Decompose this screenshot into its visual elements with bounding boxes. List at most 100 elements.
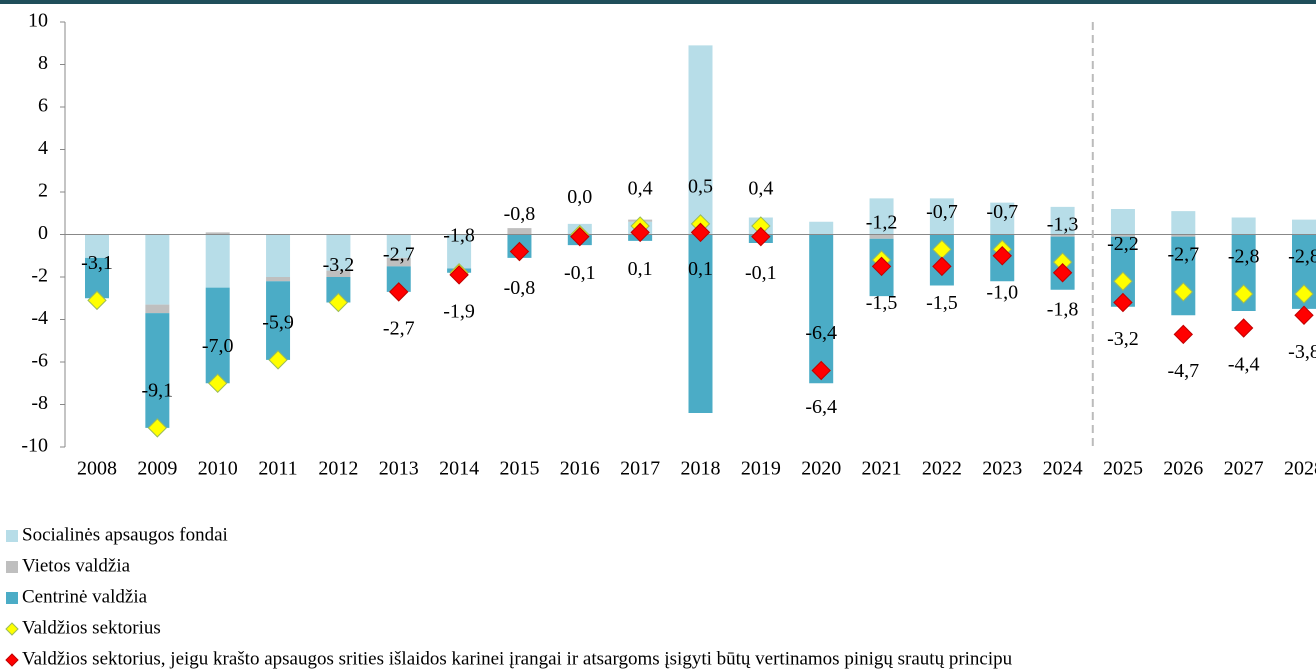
bar-segment bbox=[869, 234, 894, 239]
diamond-marker bbox=[1052, 263, 1073, 283]
bar-segment bbox=[85, 234, 109, 258]
x-tick-label: 2013 bbox=[379, 458, 419, 480]
diamond-marker bbox=[811, 360, 831, 381]
data-label: -0,7 bbox=[926, 201, 958, 223]
x-tick-label: 2026 bbox=[1163, 458, 1203, 480]
diamond-marker bbox=[328, 292, 349, 313]
diamond-marker bbox=[992, 246, 1012, 266]
x-tick-label: 2016 bbox=[560, 458, 600, 480]
diamond-marker bbox=[1173, 324, 1194, 345]
legend-label: Centrinė valdžia bbox=[22, 586, 148, 607]
bar-segment bbox=[688, 234, 713, 413]
diamond-marker bbox=[1173, 282, 1194, 302]
data-label: 0,0 bbox=[567, 186, 592, 208]
data-label: -3,1 bbox=[81, 252, 113, 274]
legend-label: Vietos valdžia bbox=[22, 555, 131, 576]
diamond-marker bbox=[509, 241, 530, 262]
bar-segment bbox=[1292, 219, 1316, 235]
data-label: -2,7 bbox=[383, 317, 415, 339]
bar-segment bbox=[205, 287, 230, 384]
y-tick-label: -2 bbox=[31, 265, 48, 287]
diamond-marker bbox=[1294, 305, 1314, 325]
diamond-marker bbox=[147, 418, 168, 438]
bar-segment bbox=[1171, 234, 1196, 237]
bar-segment bbox=[1110, 234, 1135, 237]
diamond-marker bbox=[751, 226, 771, 247]
y-tick-label: 8 bbox=[38, 52, 48, 74]
diamond-marker bbox=[630, 222, 650, 243]
y-tick-label: 0 bbox=[38, 222, 48, 244]
legend-label: Valdžios sektorius bbox=[22, 617, 161, 638]
data-label: -2,2 bbox=[1107, 233, 1139, 255]
legend-marker bbox=[6, 592, 18, 604]
data-label: -1,9 bbox=[443, 300, 475, 322]
x-tick-label: 2027 bbox=[1224, 458, 1264, 480]
x-tick-label: 2024 bbox=[1043, 458, 1083, 480]
bar-segment bbox=[507, 228, 532, 235]
diamond-marker bbox=[1233, 318, 1254, 338]
bar-segment bbox=[809, 234, 834, 384]
top-band bbox=[0, 0, 1316, 4]
bar-segment bbox=[145, 313, 170, 428]
x-tick-label: 2012 bbox=[318, 458, 358, 480]
x-tick-label: 2010 bbox=[198, 458, 238, 480]
data-label: -4,7 bbox=[1167, 360, 1199, 382]
data-label: -1,8 bbox=[443, 224, 475, 246]
x-tick-label: 2014 bbox=[439, 458, 479, 480]
y-tick-label: -8 bbox=[31, 392, 48, 414]
bar-segment bbox=[205, 232, 230, 235]
data-label: 0,5 bbox=[688, 175, 713, 197]
diamond-marker bbox=[1294, 284, 1314, 304]
data-label: -1,3 bbox=[1047, 214, 1079, 236]
x-tick-label: 2025 bbox=[1103, 458, 1143, 480]
data-label: -3,2 bbox=[323, 254, 355, 276]
x-tick-label: 2011 bbox=[258, 458, 297, 480]
diamond-marker bbox=[1113, 292, 1133, 313]
data-label: -4,4 bbox=[1228, 354, 1260, 376]
x-tick-label: 2018 bbox=[681, 458, 721, 480]
bar-segment bbox=[266, 281, 291, 360]
x-tick-label: 2008 bbox=[77, 458, 117, 480]
data-label: -3,2 bbox=[1107, 328, 1139, 350]
x-tick-label: 2021 bbox=[862, 458, 902, 480]
y-tick-label: 2 bbox=[38, 180, 48, 202]
x-tick-label: 2022 bbox=[922, 458, 962, 480]
data-label: -2,8 bbox=[1228, 246, 1260, 268]
data-label: 0,4 bbox=[748, 178, 773, 200]
diamond-marker bbox=[932, 256, 952, 277]
bar-segment bbox=[990, 202, 1015, 235]
y-tick-label: -4 bbox=[31, 307, 48, 329]
x-tick-label: 2015 bbox=[499, 458, 539, 480]
bar-segment bbox=[1171, 211, 1196, 235]
data-label: 0,1 bbox=[688, 258, 713, 280]
bar-segment bbox=[1050, 234, 1075, 237]
data-label: -3,8 bbox=[1288, 341, 1316, 363]
data-label: -9,1 bbox=[142, 379, 174, 401]
data-label: -0,1 bbox=[745, 262, 777, 284]
diamond-marker bbox=[871, 256, 892, 277]
diamond-marker bbox=[1233, 284, 1254, 304]
y-tick-label: 6 bbox=[38, 95, 48, 117]
legend-marker bbox=[5, 622, 19, 636]
bar-segment bbox=[386, 257, 411, 267]
bar-segment bbox=[326, 234, 351, 271]
bar-segment bbox=[1231, 217, 1256, 235]
bar-segment bbox=[266, 234, 291, 277]
diamond-marker bbox=[207, 373, 228, 393]
data-label: -0,8 bbox=[504, 277, 536, 299]
data-label: -1,5 bbox=[866, 292, 898, 314]
legend-label: Valdžios sektorius, jeigu krašto apsaugo… bbox=[22, 648, 1013, 669]
bar-segment bbox=[266, 277, 291, 282]
bar-segment bbox=[1110, 209, 1135, 235]
data-label: -6,4 bbox=[805, 322, 837, 344]
bar-segment bbox=[1050, 206, 1075, 235]
diamond-marker bbox=[87, 290, 107, 311]
legend-label: Socialinės apsaugos fondai bbox=[22, 524, 228, 545]
bar-segment bbox=[688, 45, 713, 235]
x-tick-label: 2017 bbox=[620, 458, 660, 480]
legend-marker bbox=[6, 530, 18, 542]
data-label: -5,9 bbox=[262, 311, 294, 333]
y-tick-label: -6 bbox=[31, 350, 48, 372]
data-label: -2,8 bbox=[1288, 246, 1316, 268]
